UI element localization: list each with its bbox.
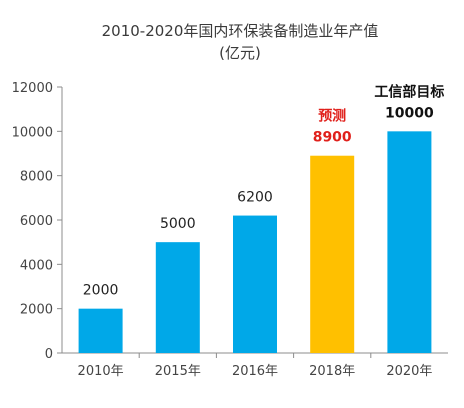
- y-tick-label: 8000: [20, 170, 53, 185]
- bar: [233, 215, 277, 353]
- x-tick-label: 2016年: [232, 364, 278, 379]
- bars: [78, 131, 432, 353]
- value-label: 6200: [237, 190, 273, 206]
- bar: [310, 155, 355, 353]
- chart-title: 2010-2020年国内环保装备制造业年产值: [102, 22, 379, 40]
- y-tick-label: 4000: [20, 258, 53, 273]
- value-label: 10000: [385, 105, 434, 121]
- value-label: 8900: [313, 130, 352, 146]
- bar: [155, 242, 200, 353]
- x-tick-label: 2020年: [386, 364, 432, 379]
- value-label: 2000: [83, 283, 119, 299]
- x-axis: 2010年 2015年 2016年 2018年 2020年: [62, 352, 448, 379]
- annotation-label: 工信部目标: [374, 83, 444, 100]
- y-tick-label: 6000: [20, 214, 53, 229]
- chart-subtitle: (亿元): [219, 44, 261, 62]
- y-axis: 0 2000 4000 6000 8000 10000 12000: [12, 81, 63, 362]
- bar: [387, 131, 432, 353]
- data-labels: 2000 5000 6200 8900 预测 10000 工信部目标: [83, 83, 445, 298]
- x-tick-label: 2018年: [309, 364, 355, 379]
- y-tick-label: 2000: [20, 303, 53, 318]
- annotation-label: 预测: [318, 108, 346, 125]
- value-label: 5000: [160, 216, 196, 232]
- y-tick-label: 0: [45, 347, 53, 362]
- bar: [78, 308, 123, 353]
- y-tick-label: 12000: [12, 81, 53, 96]
- x-tick-label: 2015年: [155, 364, 201, 379]
- x-tick-label: 2010年: [78, 364, 124, 379]
- y-tick-label: 10000: [12, 125, 53, 140]
